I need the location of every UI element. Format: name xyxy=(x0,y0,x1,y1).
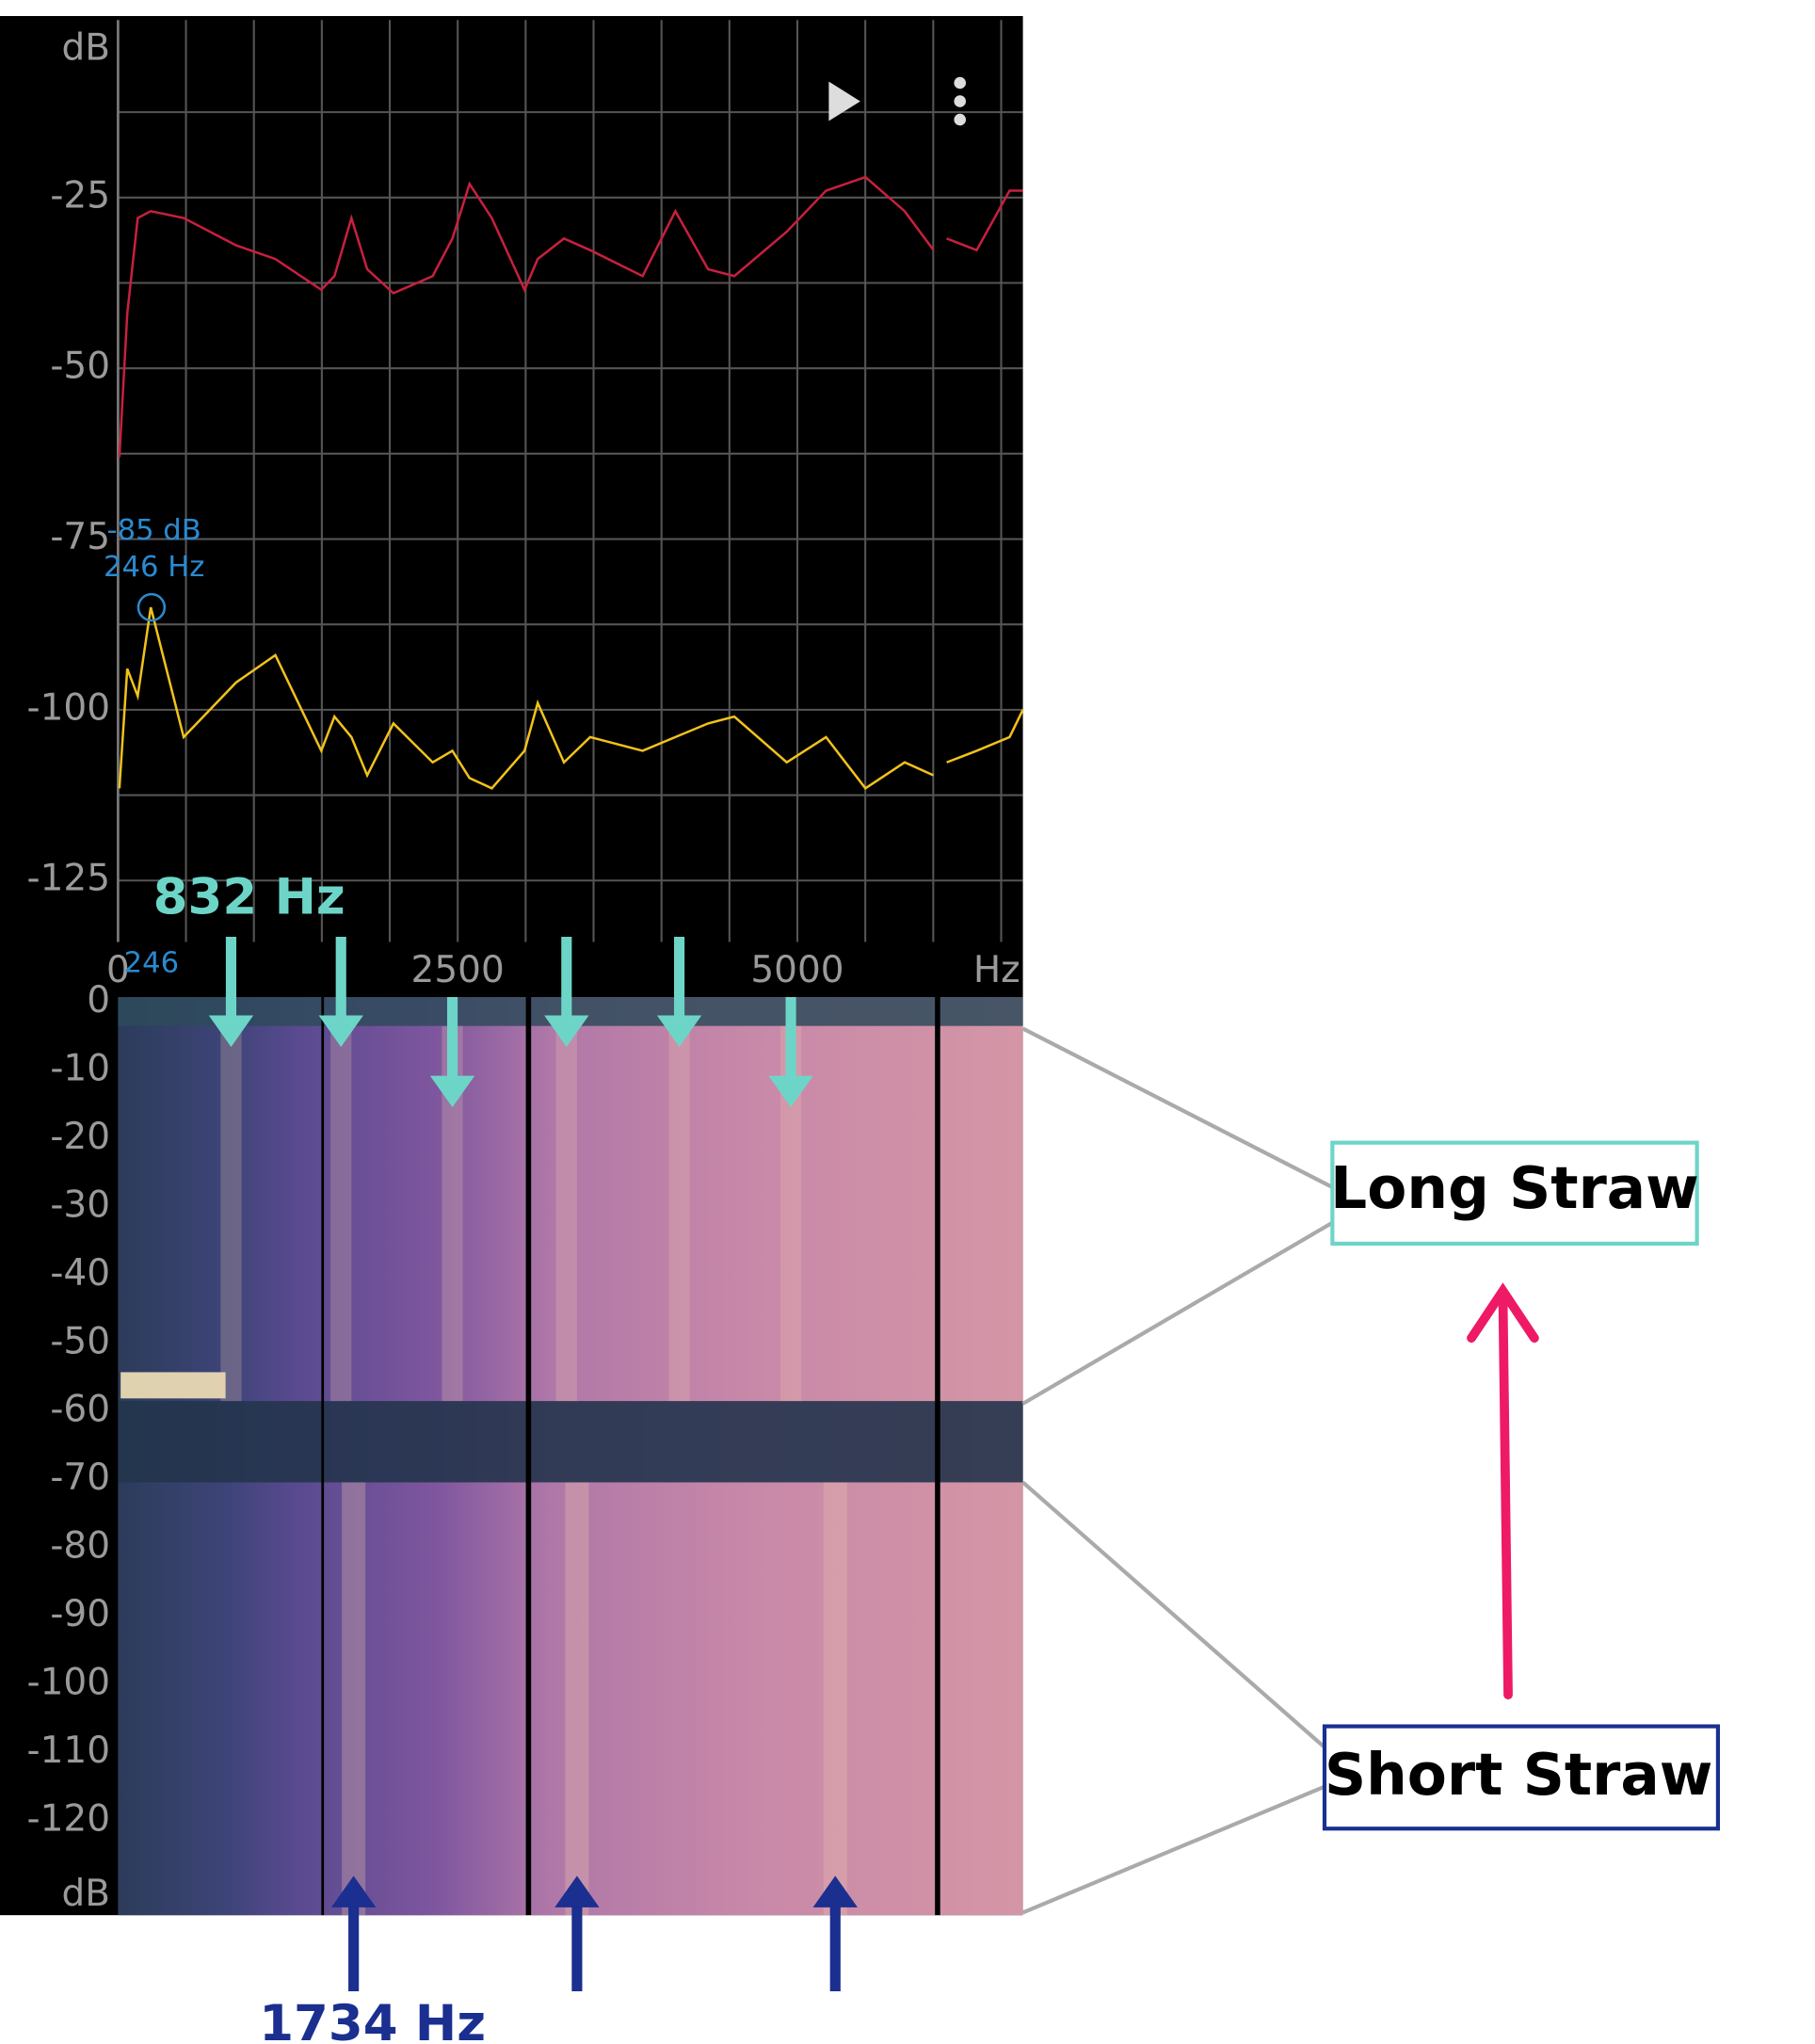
short-straw-label: Short Straw xyxy=(1325,1742,1712,1809)
progression-arrow xyxy=(1467,1282,1539,1700)
spectrum-plot: -25 -50 -75 -100 -125 dB 0 2500 5000 Hz -85 dB 246 … xyxy=(27,20,1024,991)
connector xyxy=(1021,1480,1326,1749)
level-tick-label: -50 xyxy=(50,1320,110,1362)
x-tick-label: 5000 xyxy=(750,949,843,991)
long-straw-arrow xyxy=(318,936,363,1047)
peak-axis-label: 246 xyxy=(124,947,179,980)
arrow-head xyxy=(656,1015,702,1047)
y-tick-label: -100 xyxy=(27,686,111,729)
level-tick-label: -20 xyxy=(50,1116,110,1158)
menu-dot[interactable] xyxy=(954,76,966,89)
spectrogram-dark-band xyxy=(118,1401,1023,1483)
y-tick-label: -25 xyxy=(50,174,110,217)
peak-hz-label: 246 Hz xyxy=(104,551,204,584)
connector xyxy=(1021,1026,1334,1189)
menu-button[interactable] xyxy=(954,76,966,126)
spectrum-line xyxy=(118,175,1023,458)
arrow-head xyxy=(429,1075,475,1108)
texture-stripe xyxy=(442,1025,463,1402)
short-straw-peak-label: 1734 Hz xyxy=(259,1995,486,2044)
short-straw-arrow xyxy=(330,1875,377,1991)
level-tick-label: -40 xyxy=(50,1252,110,1295)
texture-stripe xyxy=(823,1482,847,1916)
connector xyxy=(1021,1220,1334,1406)
long-straw-arrow xyxy=(768,997,813,1108)
x-tick-label: 0 xyxy=(106,949,130,991)
peak-db-label: -85 dB xyxy=(107,514,201,547)
texture-stripe xyxy=(342,1482,366,1916)
level-tick-label: -10 xyxy=(50,1048,110,1090)
level-tick-label: -90 xyxy=(50,1593,110,1635)
arrow-head xyxy=(330,1875,377,1907)
texture-stripe xyxy=(668,1025,690,1402)
long-straw-peak-label: 832 Hz xyxy=(153,869,345,926)
x-unit-label: Hz xyxy=(973,949,1020,991)
arrow-shaft xyxy=(1498,1288,1513,1700)
play-button[interactable] xyxy=(828,81,860,121)
level-tick-label: -110 xyxy=(27,1730,111,1772)
texture-stripe xyxy=(220,1025,242,1402)
level-tick-label: 0 xyxy=(87,979,110,1022)
arrow-head xyxy=(554,1875,600,1907)
texture-stripe xyxy=(565,1482,589,1916)
x-tick-label: 2500 xyxy=(411,949,505,991)
level-tick-label: -120 xyxy=(27,1797,111,1840)
y-unit-label: dB xyxy=(62,27,111,70)
level-unit-label: dB xyxy=(62,1873,111,1915)
peak-marker xyxy=(137,592,167,622)
arrow-head xyxy=(318,1015,363,1047)
arrow-head xyxy=(768,1075,813,1108)
arrow-head xyxy=(1467,1282,1539,1344)
texture-stripe xyxy=(330,1025,352,1402)
short-straw-arrow xyxy=(812,1875,858,1991)
short-straw-arrow xyxy=(554,1875,600,1991)
long-straw-arrow xyxy=(208,936,254,1047)
long-straw-arrow xyxy=(656,936,702,1047)
arrow-head xyxy=(812,1875,858,1907)
arrow-head xyxy=(208,1015,254,1047)
texture-stripe xyxy=(555,1025,577,1402)
level-tick-label: -30 xyxy=(50,1183,110,1226)
level-tick-label: -100 xyxy=(27,1661,111,1703)
level-tick-label: -70 xyxy=(50,1457,110,1499)
long-straw-arrow xyxy=(429,997,475,1108)
y-tick-label: -50 xyxy=(50,346,110,388)
menu-dot[interactable] xyxy=(954,113,966,126)
level-tick-label: -60 xyxy=(50,1389,110,1431)
spectrogram-bright-streak xyxy=(120,1372,226,1399)
y-tick-label: -125 xyxy=(27,858,111,900)
texture-stripe xyxy=(779,1025,802,1402)
arrow-head xyxy=(544,1015,589,1047)
long-straw-arrow xyxy=(544,936,589,1047)
spectrogram xyxy=(118,997,1023,1916)
menu-dot[interactable] xyxy=(954,95,966,107)
connectors xyxy=(1021,1026,1334,1915)
long-straw-box xyxy=(1330,1140,1699,1247)
spectrum-line xyxy=(118,606,1024,790)
y-tick-label: -75 xyxy=(50,516,110,558)
connector xyxy=(1021,1784,1325,1915)
level-tick-label: -80 xyxy=(50,1525,110,1568)
long-straw-label: Long Straw xyxy=(1330,1155,1699,1222)
short-straw-box xyxy=(1322,1724,1721,1831)
